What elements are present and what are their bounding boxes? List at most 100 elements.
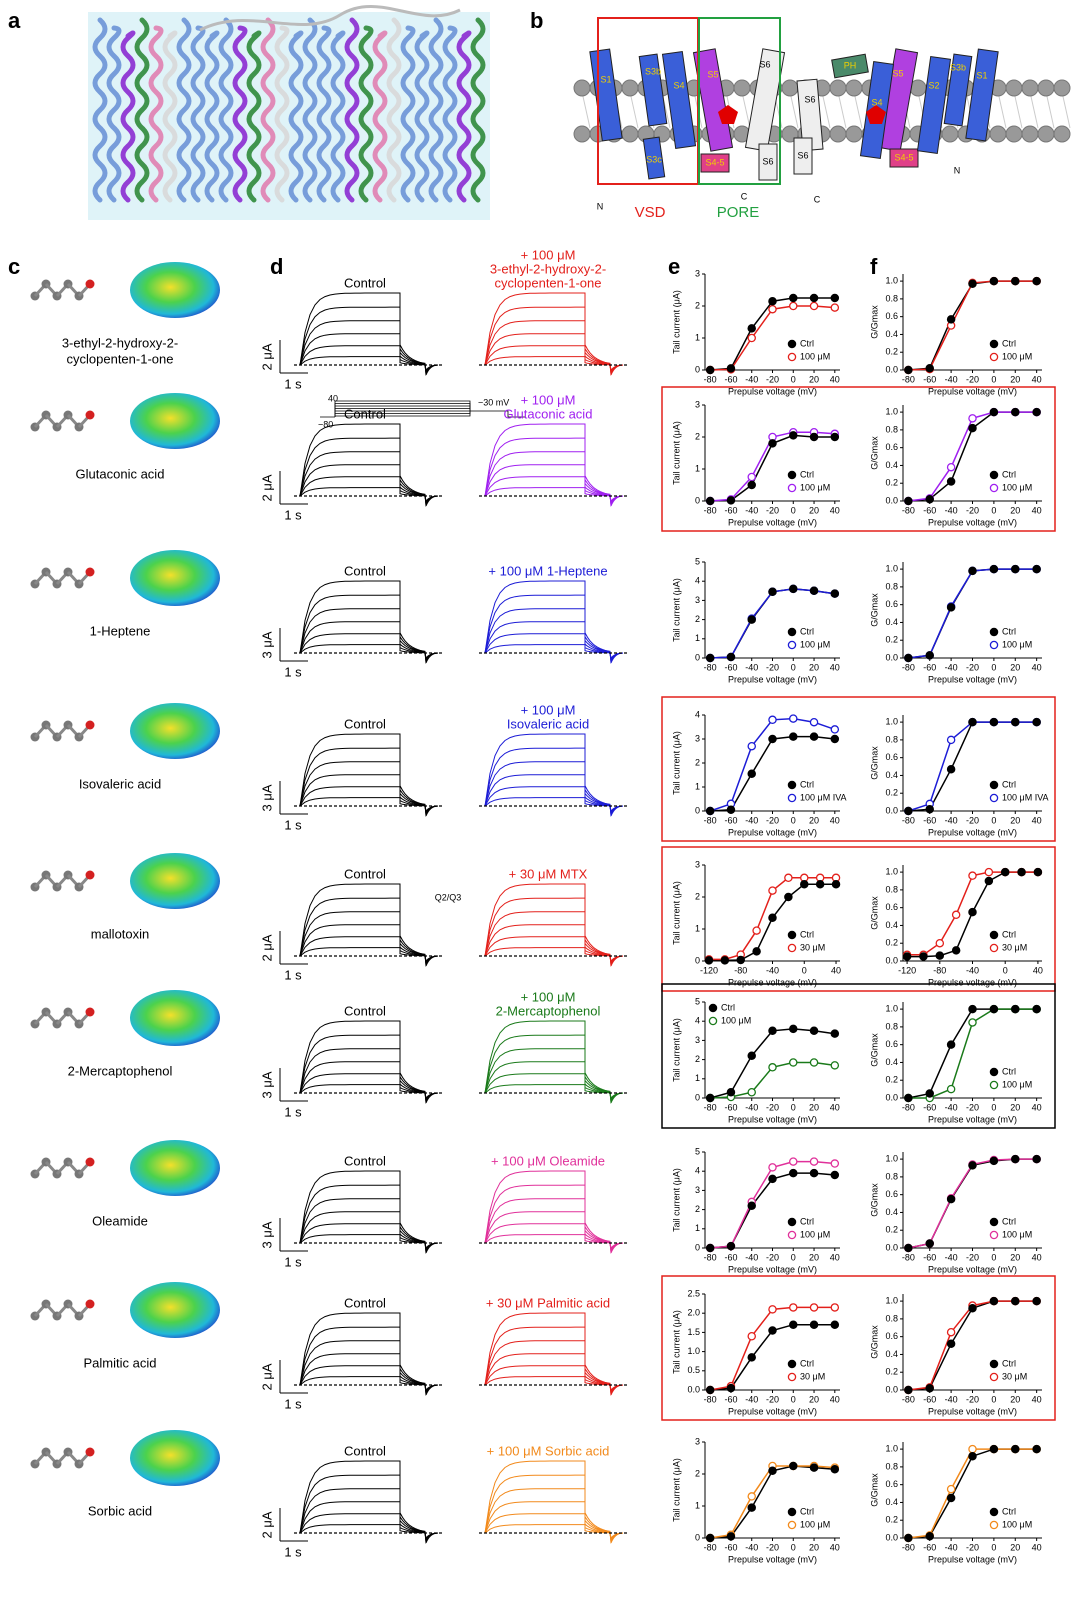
legend-marker [990, 1231, 997, 1238]
legend-label: 100 μM [800, 1519, 830, 1529]
legend-label: 100 μM IVA [800, 792, 847, 802]
data-point [990, 1298, 997, 1305]
compound-name: Palmitic acid [84, 1355, 157, 1370]
data-point [727, 1242, 734, 1249]
x-tick-label: -60 [923, 1394, 936, 1404]
data-point [1033, 278, 1040, 285]
x-tick-label: -80 [902, 1102, 915, 1112]
legend-label: Ctrl [1002, 1066, 1016, 1076]
data-point [831, 1030, 838, 1037]
x-tick-label: 0 [991, 505, 996, 515]
data-point [926, 1533, 933, 1540]
current-traces [479, 1461, 627, 1543]
current-trace [485, 334, 623, 372]
lipid-head [1022, 126, 1038, 142]
current-traces [479, 293, 627, 375]
current-traces [294, 1171, 442, 1253]
y-tick-label: 0.8 [885, 1171, 898, 1181]
y-axis-label: G/Gmax [869, 305, 879, 339]
atom [86, 1448, 95, 1457]
current-traces [294, 293, 442, 375]
x-tick-label: -80 [704, 1394, 717, 1404]
lipid-tail [998, 92, 1006, 128]
helix-label: S3c [646, 154, 662, 164]
surface [130, 703, 220, 759]
condition-label: + 100 μM Oleamide [491, 1153, 605, 1168]
compound-name: Isovaleric acid [79, 776, 161, 791]
data-point [705, 957, 712, 964]
x-tick-label: 20 [809, 1542, 819, 1552]
surface [130, 990, 220, 1046]
y-tick-label: 0.0 [687, 1384, 700, 1394]
data-point [1012, 1156, 1019, 1163]
helix-label: N [954, 165, 961, 175]
data-point [1012, 1446, 1019, 1453]
x-tick-label: 0 [991, 1394, 996, 1404]
data-point [948, 736, 955, 743]
data-point [1033, 566, 1040, 573]
x-tick-label: 20 [1010, 1252, 1020, 1262]
legend-label: Ctrl [800, 338, 814, 348]
data-point [790, 733, 797, 740]
current-trace [485, 465, 623, 503]
x-tick-label: -80 [734, 965, 747, 975]
x-tick-label: -80 [902, 505, 915, 515]
data-point [831, 726, 838, 733]
legend-label: 100 μM [800, 351, 830, 361]
current-trace [300, 634, 438, 659]
legend-label: Ctrl [1002, 626, 1016, 636]
x-tick-label: -60 [923, 505, 936, 515]
data-point [790, 585, 797, 592]
current-trace [485, 1366, 623, 1391]
y-tick-label: 0.6 [885, 311, 898, 321]
data-point [748, 1052, 755, 1059]
y-tick-label: 0.2 [885, 788, 898, 798]
y-tick-label: 0.4 [885, 1497, 898, 1507]
x-tick-label: -40 [745, 662, 758, 672]
y-axis-label: G/Gmax [869, 1325, 879, 1359]
current-traces [479, 884, 627, 966]
condition-label: + 100 μM 1-Heptene [488, 563, 607, 578]
data-point [737, 956, 744, 963]
legend-label: Ctrl [1002, 929, 1016, 939]
current-trace [300, 937, 438, 962]
lipid-head [846, 126, 862, 142]
y-tick-label: 1.0 [885, 406, 898, 416]
data-point [831, 1321, 838, 1328]
y-tick-label: 0.4 [885, 1349, 898, 1359]
data-point [810, 1158, 817, 1165]
current-trace [300, 334, 438, 372]
x-axis-label: Prepulse voltage (mV) [928, 827, 1017, 837]
x-tick-label: -20 [766, 662, 779, 672]
legend-marker [990, 471, 997, 478]
current-trace [485, 634, 623, 659]
y-tick-label: 0.2 [885, 938, 898, 948]
data-point [990, 566, 997, 573]
legend-marker [788, 931, 795, 938]
current-trace [485, 787, 623, 812]
y-tick-label: 1.0 [885, 866, 898, 876]
surface [130, 550, 220, 606]
current-trace [300, 465, 438, 503]
x-tick-label: -80 [704, 1542, 717, 1552]
compound-name: mallotoxin [91, 926, 150, 941]
y-tick-label: 2 [695, 891, 700, 901]
y-tick-label: 4 [695, 1166, 700, 1176]
legend-marker [990, 931, 997, 938]
legend-label: 30 μM [800, 1371, 825, 1381]
y-tick-label: 0.2 [885, 1225, 898, 1235]
current-traces [294, 1021, 442, 1103]
x-tick-label: 0 [791, 662, 796, 672]
data-point [707, 654, 714, 661]
data-point [769, 716, 776, 723]
x-tick-label: -40 [945, 1542, 958, 1552]
panel-label: a [8, 8, 21, 33]
data-point [790, 1025, 797, 1032]
data-point [769, 914, 776, 921]
legend-label: Ctrl [800, 469, 814, 479]
x-axis-label: Prepulse voltage (mV) [928, 517, 1017, 527]
x-tick-label: -40 [945, 374, 958, 384]
y-tick-label: 0.4 [885, 329, 898, 339]
domain-label: VSD [635, 204, 666, 221]
lipid-head [1054, 80, 1070, 96]
